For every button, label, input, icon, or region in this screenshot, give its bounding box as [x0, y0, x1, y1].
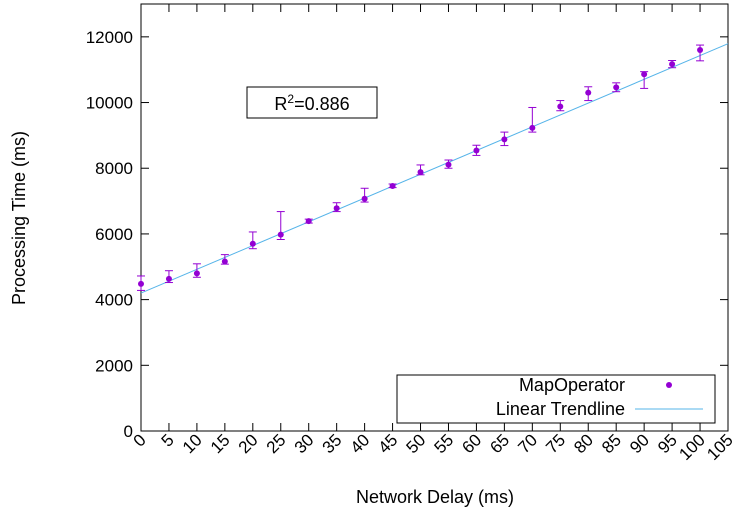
r-squared-annotation: R2=0.886 [246, 86, 378, 119]
x-tick-label: 70 [514, 430, 541, 457]
data-point [305, 218, 312, 225]
r-squared-value: =0.886 [294, 94, 350, 114]
x-tick-label: 35 [319, 430, 346, 457]
x-tick-label: 80 [570, 430, 597, 457]
data-point [669, 61, 676, 68]
x-tick-label: 45 [375, 430, 402, 457]
data-point [165, 275, 172, 282]
x-tick-label: 25 [263, 430, 290, 457]
data-point [389, 182, 396, 189]
legend-box [396, 374, 716, 424]
x-tick-label: 20 [235, 430, 262, 457]
x-tick-label: 15 [207, 430, 234, 457]
x-tick-label: 55 [430, 430, 457, 457]
x-tick-label: 0 [130, 430, 150, 450]
y-axis-title: Processing Time (ms) [9, 131, 29, 305]
y-tick-label: 12000 [86, 28, 133, 47]
x-tick-label: 90 [626, 430, 653, 457]
y-tick-label: 4000 [95, 291, 133, 310]
x-tick-label: 100 [675, 430, 708, 463]
r-squared-box [246, 86, 378, 119]
data-point [277, 231, 284, 238]
legend-label-mapoperator: MapOperator [519, 375, 625, 395]
data-point [473, 147, 480, 154]
trendline-layer [140, 43, 729, 294]
legend-label-trendline: Linear Trendline [496, 399, 625, 419]
data-point [697, 46, 704, 53]
data-point [445, 161, 452, 168]
data-point [585, 89, 592, 96]
x-tick-label: 30 [291, 430, 318, 457]
x-tick-label: 50 [403, 430, 430, 457]
r-squared-superscript: 2 [287, 92, 294, 106]
y-tick-label: 2000 [95, 356, 133, 375]
x-tick-label: 105 [703, 430, 732, 463]
plot-frame [140, 3, 729, 432]
x-tick-label: 60 [458, 430, 485, 457]
data-point [249, 240, 256, 247]
trendline [140, 43, 729, 294]
y-tick-label: 10000 [86, 94, 133, 113]
data-point [529, 124, 536, 131]
legend: MapOperator Linear Trendline [396, 374, 716, 424]
data-point [501, 136, 508, 143]
data-point [613, 84, 620, 91]
data-point [641, 71, 648, 78]
data-point [333, 205, 340, 212]
x-tick-label: 85 [598, 430, 625, 457]
y-tick-label: 0 [124, 422, 133, 441]
x-tick-label: 75 [542, 430, 569, 457]
x-tick-label: 10 [179, 430, 206, 457]
data-points-layer [137, 44, 705, 291]
data-point [193, 270, 200, 277]
r-squared-prefix: R [274, 94, 287, 114]
x-tick-label: 40 [347, 430, 374, 457]
y-tick-label: 8000 [95, 159, 133, 178]
data-point [417, 169, 424, 176]
y-tick-label: 6000 [95, 225, 133, 244]
data-point [138, 280, 144, 287]
x-axis-title: Network Delay (ms) [356, 487, 514, 507]
x-tick-label: 65 [486, 430, 513, 457]
x-tick-label: 5 [158, 430, 178, 450]
legend-marker-mapoperator [666, 382, 672, 388]
data-point [221, 258, 228, 265]
data-point [361, 195, 368, 202]
r-squared-label: R2=0.886 [274, 92, 349, 114]
data-point [557, 103, 564, 110]
